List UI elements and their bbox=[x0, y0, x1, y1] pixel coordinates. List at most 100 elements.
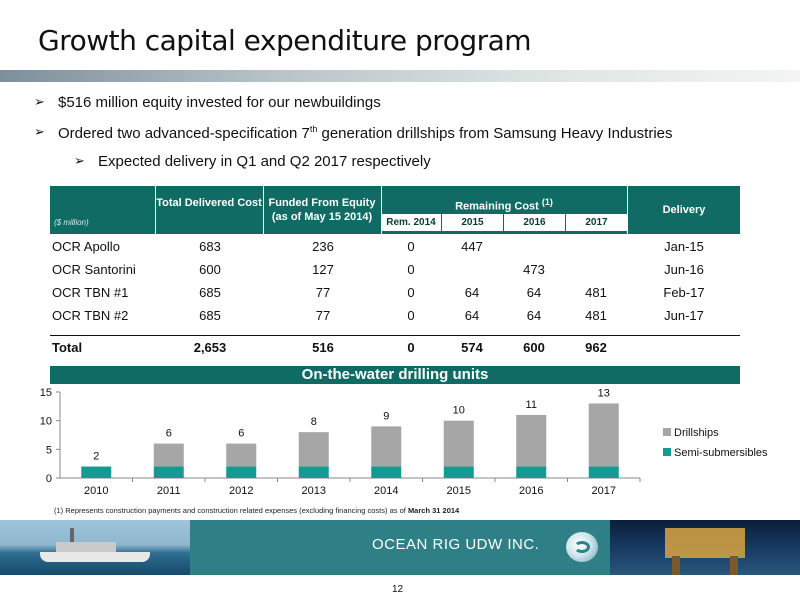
x-tick-label: 2015 bbox=[447, 485, 471, 497]
bullet-delivery: ➢ Expected delivery in Q1 and Q2 2017 re… bbox=[74, 153, 431, 170]
total-cell-y2017: 962 bbox=[585, 340, 607, 355]
table-header: ($ million) Total Delivered Cost Funded … bbox=[50, 186, 740, 234]
total-separator bbox=[50, 335, 740, 336]
header-total-cost: Total Delivered Cost bbox=[156, 197, 262, 209]
bullet-equity: ➢ $516 million equity invested for our n… bbox=[34, 94, 381, 111]
header-divider bbox=[155, 186, 156, 234]
logo-swirl bbox=[574, 541, 590, 553]
header-2017: 2017 bbox=[566, 214, 627, 231]
legend-swatch bbox=[663, 428, 671, 436]
bar-semi-submersibles bbox=[153, 466, 184, 478]
bullet-delivery-text: Expected delivery in Q1 and Q2 2017 resp… bbox=[98, 153, 431, 170]
chart-title: On-the-water drilling units bbox=[50, 366, 740, 384]
header-divider bbox=[381, 186, 382, 234]
table-row: OCR TBN #2 685 77 0 64 64 481 Jun-17 bbox=[50, 304, 740, 327]
header-2016: 2016 bbox=[504, 214, 565, 231]
table-cell-rem2014: 0 bbox=[407, 285, 415, 300]
table-cell-y2017: 481 bbox=[585, 285, 607, 300]
table-cell-y2016: 64 bbox=[526, 308, 542, 323]
table-cell-y2015: 64 bbox=[464, 308, 480, 323]
bar-semi-submersibles bbox=[81, 466, 112, 478]
table-cell-rem2014: 0 bbox=[407, 239, 415, 254]
header-divider bbox=[627, 186, 628, 234]
table-cell-rem2014: 0 bbox=[407, 262, 415, 277]
x-tick-label: 2013 bbox=[302, 485, 326, 497]
x-tick-label: 2016 bbox=[519, 485, 543, 497]
company-name: OCEAN RIG UDW INC. bbox=[372, 536, 540, 553]
y-tick-label: 15 bbox=[40, 387, 52, 399]
rig-leg bbox=[672, 556, 680, 575]
table-cell-y2015: 447 bbox=[461, 239, 483, 254]
table-cell-name: OCR TBN #1 bbox=[52, 285, 129, 300]
page-title: Growth capital expenditure program bbox=[38, 24, 532, 57]
rig-photo bbox=[610, 520, 800, 575]
y-tick-label: 5 bbox=[46, 444, 52, 456]
company-logo-icon bbox=[566, 532, 598, 562]
x-tick-label: 2014 bbox=[374, 485, 398, 497]
bar-total-label: 11 bbox=[526, 399, 537, 411]
bar-drillships bbox=[588, 403, 619, 467]
table-cell-funded: 236 bbox=[312, 239, 334, 254]
bullet-order-superscript: th bbox=[309, 124, 318, 134]
table-body: OCR Apollo 683 236 0 447 Jan-15 OCR Santorini 6… bbox=[50, 234, 740, 327]
total-cell-name: Total bbox=[52, 340, 83, 355]
header-delivery: Delivery bbox=[662, 204, 706, 216]
drilling-units-chart: 0 5 10 15 2 2010 6 2011 6 2012 8 2013 9 2014 10 2015 11 2… bbox=[40, 387, 768, 497]
table-cell-total: 685 bbox=[199, 285, 221, 300]
table-cell-delivery: Jun-16 bbox=[664, 262, 704, 277]
bar-total-label: 10 bbox=[453, 405, 465, 417]
arrow-bullet-icon: ➢ bbox=[34, 124, 45, 139]
bar-total-label: 2 bbox=[93, 451, 99, 463]
legend-label: Drillships bbox=[674, 427, 719, 439]
header-divider bbox=[263, 186, 264, 234]
table-cell-total: 683 bbox=[199, 239, 221, 254]
ship-hull bbox=[40, 552, 150, 562]
header-rem-2014: Rem. 2014 bbox=[381, 214, 441, 231]
ship-mast bbox=[70, 528, 74, 544]
x-tick-label: 2011 bbox=[157, 485, 181, 497]
bar-semi-submersibles bbox=[371, 466, 402, 478]
table-cell-name: OCR Apollo bbox=[52, 239, 120, 254]
x-tick-label: 2012 bbox=[229, 485, 253, 497]
footnote-text: (1) Represents construction payments and… bbox=[54, 506, 408, 515]
bar-drillships bbox=[153, 443, 184, 467]
header-band bbox=[0, 70, 800, 82]
bar-semi-submersibles bbox=[298, 466, 329, 478]
footnote: (1) Represents construction payments and… bbox=[54, 506, 459, 515]
table-cell-delivery: Jan-15 bbox=[664, 239, 704, 254]
page-number: 12 bbox=[392, 584, 404, 595]
table-cell-total: 685 bbox=[199, 308, 221, 323]
total-cell-y2015: 574 bbox=[461, 340, 483, 355]
bar-semi-submersibles bbox=[588, 466, 619, 478]
bar-total-label: 8 bbox=[311, 416, 317, 428]
header-funded: Funded From Equity (as of May 15 2014) bbox=[268, 197, 376, 223]
table-total-row: Total 2,653 516 0 574 600 962 bbox=[50, 336, 740, 359]
header-remaining-label: Remaining Cost bbox=[455, 200, 539, 213]
bullet-order-text: Ordered two advanced-specification 7 bbox=[58, 125, 310, 142]
y-tick-label: 10 bbox=[40, 416, 52, 428]
bar-total-label: 13 bbox=[598, 387, 610, 399]
ship-deck bbox=[56, 542, 116, 552]
bar-drillships bbox=[443, 420, 474, 467]
rig-platform bbox=[665, 528, 745, 558]
arrow-bullet-icon: ➢ bbox=[74, 153, 85, 168]
header-remaining: Remaining Cost (1) bbox=[381, 195, 627, 214]
y-tick-label: 0 bbox=[46, 473, 52, 485]
bar-semi-submersibles bbox=[516, 466, 547, 478]
bullet-order-text-end: generation drillships from Samsung Heavy… bbox=[317, 125, 673, 142]
table-cell-rem2014: 0 bbox=[407, 308, 415, 323]
footer-band: OCEAN RIG UDW INC. bbox=[0, 520, 800, 575]
bullet-order: ➢ Ordered two advanced-specification 7th… bbox=[34, 124, 673, 142]
table-row: OCR Apollo 683 236 0 447 Jan-15 bbox=[50, 235, 740, 258]
table-cell-delivery: Feb-17 bbox=[663, 285, 705, 300]
table-row: OCR TBN #1 685 77 0 64 64 481 Feb-17 bbox=[50, 281, 740, 304]
table-cell-name: OCR TBN #2 bbox=[52, 308, 129, 323]
bar-total-label: 6 bbox=[166, 428, 172, 440]
table-cell-name: OCR Santorini bbox=[52, 262, 136, 277]
table-row: OCR Santorini 600 127 0 473 Jun-16 bbox=[50, 258, 740, 281]
bar-total-label: 6 bbox=[238, 428, 244, 440]
bar-drillships bbox=[226, 443, 257, 467]
capex-table: ($ million) Total Delivered Cost Funded … bbox=[50, 186, 740, 359]
table-cell-delivery: Jun-17 bbox=[664, 308, 704, 323]
x-tick-label: 2010 bbox=[84, 485, 108, 497]
